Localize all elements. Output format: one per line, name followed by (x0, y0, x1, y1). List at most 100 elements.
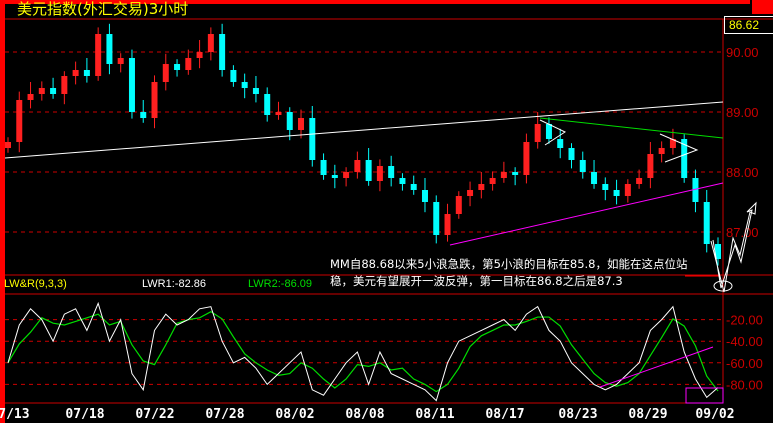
candle-body (421, 190, 428, 202)
candle-body (286, 112, 293, 130)
x-tick-label: 07/22 (135, 407, 174, 422)
corner-box (752, 0, 773, 14)
candle-body (207, 34, 214, 52)
lwr1-line (7, 301, 719, 402)
candle-body (83, 70, 90, 76)
candle-body (252, 88, 259, 94)
candle-body (523, 142, 530, 175)
x-tick-label: 08/11 (415, 407, 454, 422)
osc-tick-label: -40.00 (726, 334, 763, 349)
candle-body (500, 172, 507, 178)
x-tick-label: 08/02 (275, 407, 314, 422)
candle-body (38, 88, 45, 94)
candle-body (579, 160, 586, 172)
x-tick-label: 07/18 (65, 407, 104, 422)
candle-body (568, 148, 575, 160)
trend-lines (4, 101, 757, 293)
osc-tick-label: -60.00 (726, 356, 763, 371)
y-tick-label: 88.00 (726, 165, 759, 180)
trend-line-magenta (449, 182, 724, 246)
x-tick-label: 08/17 (485, 407, 524, 422)
candle-body (140, 112, 147, 118)
candle-body (264, 94, 271, 115)
candle-body (557, 139, 564, 148)
candle-body (692, 178, 699, 202)
candle-body (196, 52, 203, 58)
top-bar (0, 0, 750, 4)
x-tick-label: 08/29 (628, 407, 667, 422)
candle-body (72, 70, 79, 76)
candle-body (354, 160, 361, 172)
candle-body (399, 178, 406, 184)
candle-body (512, 172, 519, 175)
candle-body (669, 139, 676, 148)
osc-tick-label: -20.00 (726, 313, 763, 328)
osc-tick-label: -80.00 (726, 377, 763, 392)
candle-body (331, 175, 338, 178)
candle-body (624, 184, 631, 196)
candle-body (681, 139, 688, 178)
candle-body (545, 124, 552, 139)
triangle-pattern (539, 119, 567, 146)
candle-body (613, 190, 620, 196)
candle-body (703, 202, 710, 244)
y-tick-label: 89.00 (726, 105, 759, 120)
candle-body (5, 142, 11, 148)
candle-body (230, 70, 237, 82)
candle-body (478, 184, 485, 190)
candle-body (27, 94, 34, 100)
y-tick-label: 90.00 (726, 45, 759, 60)
candle-body (715, 244, 721, 259)
candle-body (602, 184, 609, 190)
y-tick-label: 87.00 (726, 225, 759, 240)
trend-line-green (539, 117, 724, 139)
candle-body (117, 58, 124, 64)
candle-body (489, 178, 496, 184)
annotation-line-1: MM自88.68以来5小浪急跌，第5小浪的目标在85.8，如能在这点位站 (330, 257, 688, 271)
trend-line-white (4, 101, 724, 159)
lwr1-value: LWR1:-82.86 (142, 278, 206, 290)
chart-title: 美元指数(外汇交易)3小时 (17, 0, 189, 18)
indicator-name: LW&R(9,3,3) (4, 278, 67, 290)
x-tick-label: 07/13 (0, 407, 30, 422)
candle-body (410, 184, 417, 190)
candle-body (647, 154, 654, 178)
candle-body (162, 64, 169, 82)
candle-body (591, 172, 598, 184)
forecast-arrow (710, 201, 757, 293)
x-tick-label: 07/28 (205, 407, 244, 422)
lwr2-line (7, 310, 719, 393)
candle-body (309, 118, 316, 160)
candle-body (455, 196, 462, 214)
x-tick-label: 08/08 (345, 407, 384, 422)
candle-body (376, 166, 383, 181)
candle-body (365, 160, 372, 181)
annotation-line-2: 稳，美元有望展开一波反弹，第一目标在86.8之后是87.3 (330, 274, 623, 288)
osc-trend-line (599, 346, 714, 388)
candle-body (174, 64, 181, 70)
candle-body (128, 58, 135, 112)
candle-body (658, 148, 665, 154)
oscillator (7, 301, 724, 404)
candle-body (106, 34, 113, 64)
candle-body (433, 202, 440, 235)
candle-body (275, 112, 282, 115)
candle-body (185, 58, 192, 70)
candle-body (50, 88, 57, 94)
x-tick-label: 09/02 (695, 407, 734, 422)
lwr2-value: LWR2:-86.09 (248, 278, 312, 290)
left-bar (0, 0, 5, 423)
candle-body (16, 100, 23, 142)
candle-body (320, 160, 327, 175)
x-tick-label: 08/23 (558, 407, 597, 422)
triangle-pattern (659, 133, 699, 163)
candle-body (219, 34, 226, 70)
candle-body (61, 76, 68, 94)
last-price-box: 86.62 (724, 16, 773, 34)
candle-body (151, 82, 158, 118)
annotation-text: MM自88.68以来5小浪急跌，第5小浪的目标在85.8，如能在这点位站 稳，美… (330, 256, 688, 290)
candle-body (95, 34, 102, 76)
candle-body (636, 178, 643, 184)
osc-highlight-box (685, 387, 724, 404)
